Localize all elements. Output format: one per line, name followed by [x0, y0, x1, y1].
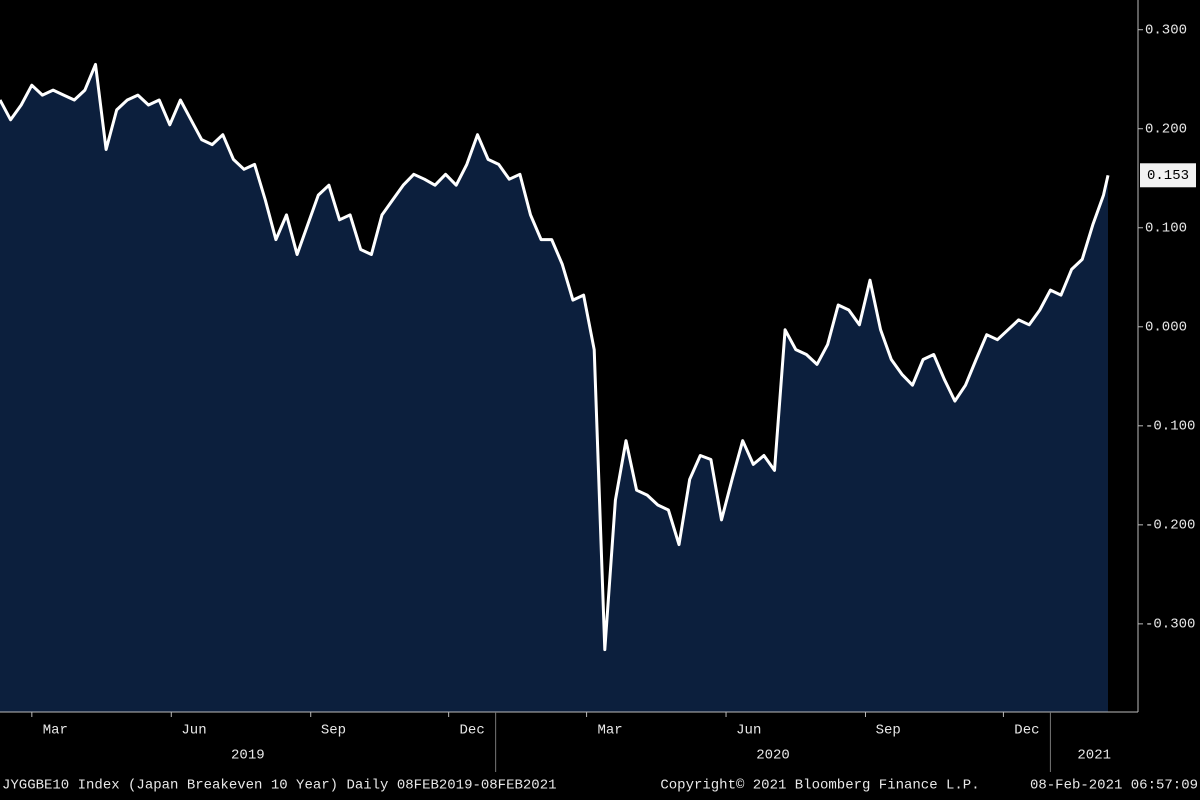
last-value-box: [1140, 163, 1196, 188]
x-tick-label: Jun: [181, 723, 206, 739]
y-tick-label: 0.200: [1145, 121, 1187, 137]
line: [0, 62, 1110, 652]
x-tick-label: Jun: [736, 723, 761, 739]
x-tick-label: Sep: [321, 723, 346, 739]
year-label: 2020: [756, 748, 790, 764]
y-tick-label: -0.300: [1145, 617, 1195, 633]
year-label: 2019: [231, 748, 265, 764]
footer-center: Copyright© 2021 Bloomberg Finance L.P.: [660, 778, 979, 794]
x-tick-label: Sep: [876, 723, 901, 739]
y-tick-label: -0.200: [1145, 518, 1195, 534]
year-label: 2021: [1077, 748, 1111, 764]
last-value-label: 0.153: [1147, 168, 1189, 184]
x-tick-label: Mar: [597, 723, 622, 739]
footer-left: JYGGBE10 Index (Japan Breakeven 10 Year)…: [2, 778, 557, 794]
footer-right: 08-Feb-2021 06:57:09: [1030, 778, 1198, 794]
x-tick-label: Dec: [460, 723, 485, 739]
area: [0, 64, 1108, 712]
y-tick-label: 0.000: [1145, 319, 1187, 335]
x-tick-label: Mar: [43, 723, 68, 739]
y-tick-label: 0.300: [1145, 22, 1187, 38]
y-tick-label: -0.100: [1145, 419, 1195, 435]
y-tick-label: 0.100: [1145, 220, 1187, 236]
x-tick-label: Dec: [1014, 723, 1039, 739]
